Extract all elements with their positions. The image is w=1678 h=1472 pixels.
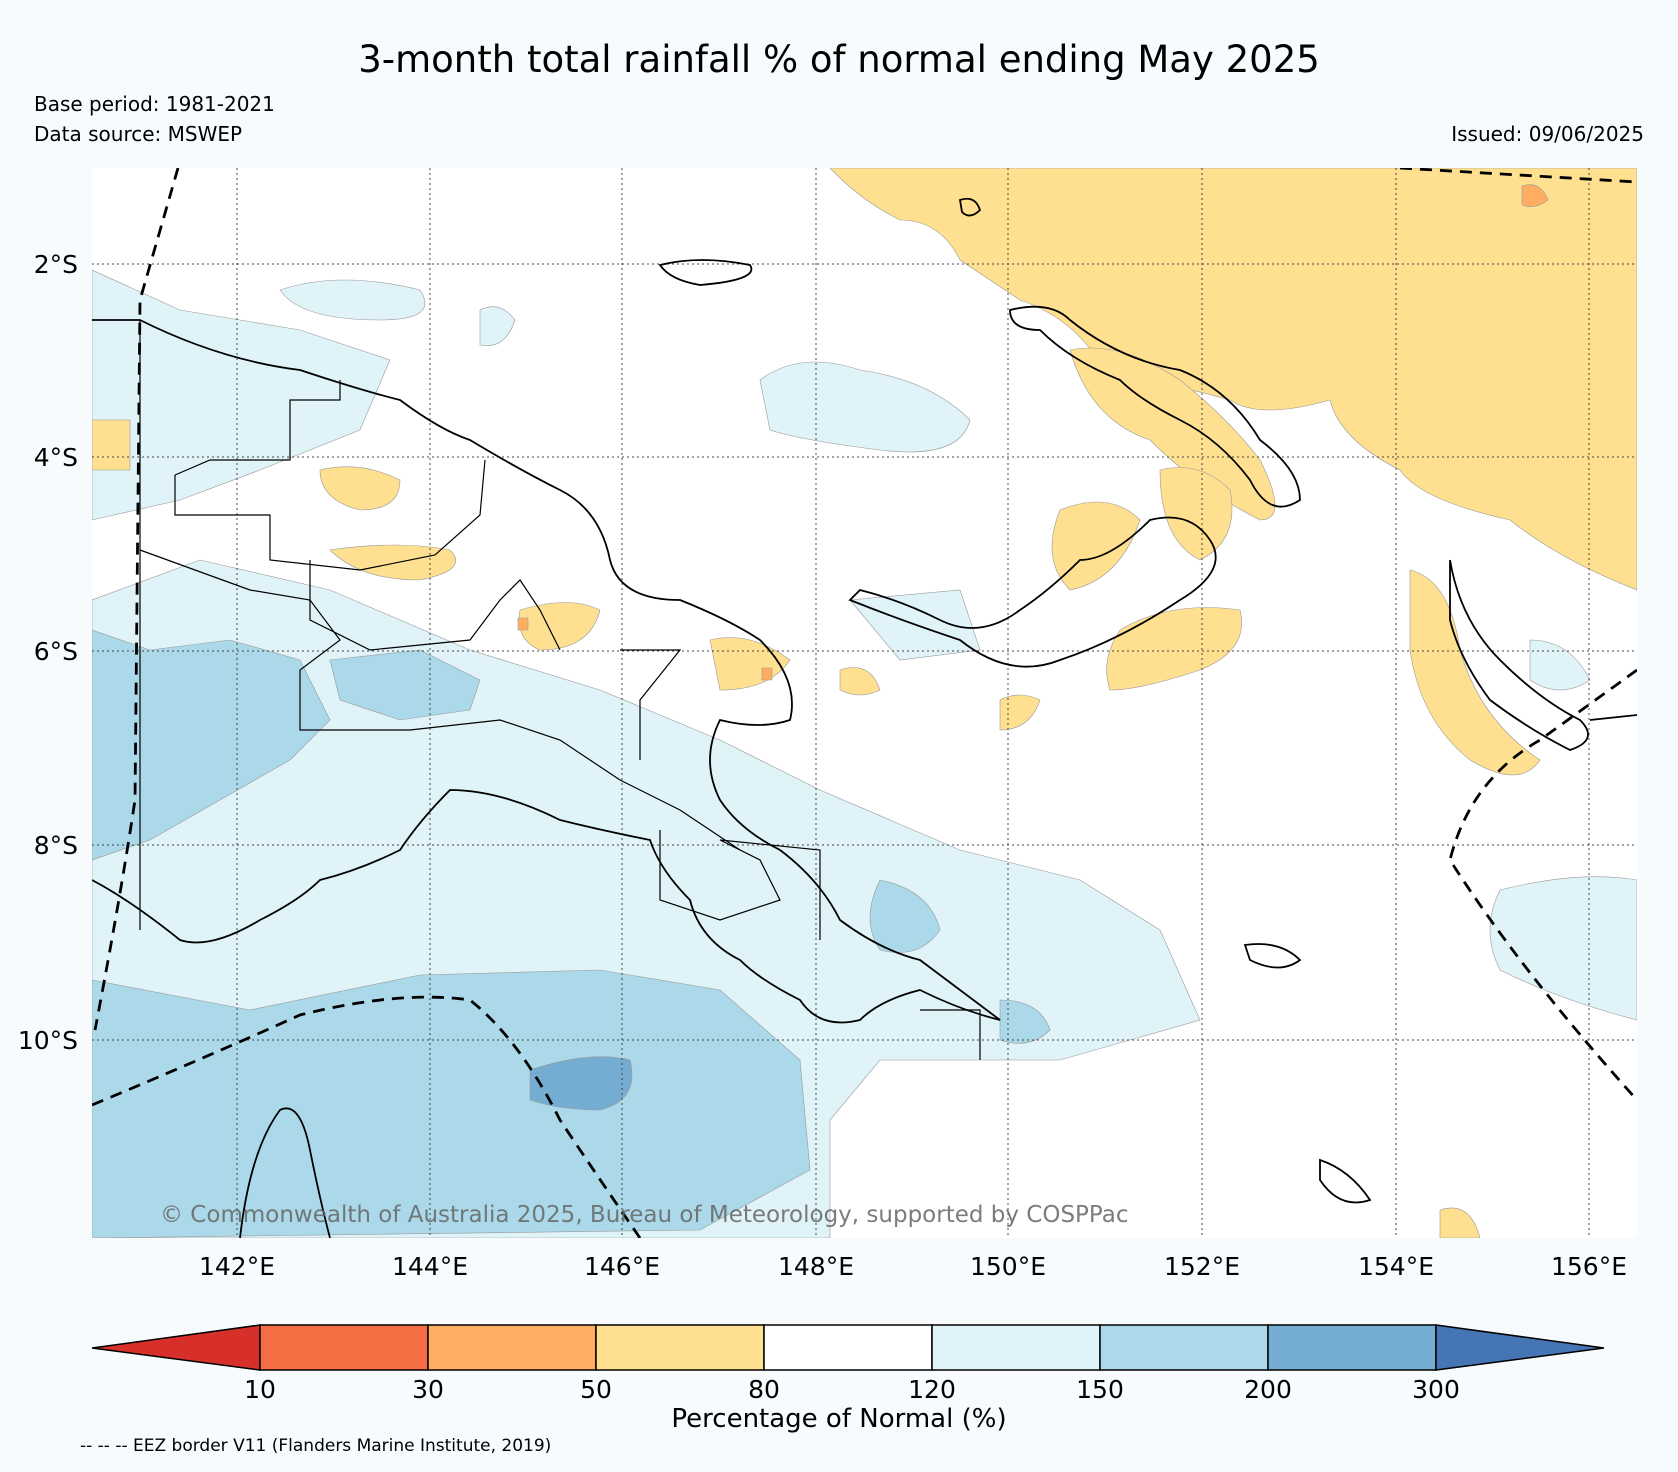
- province-borders: [139, 320, 981, 1060]
- colorbar-segment: [259, 1324, 429, 1371]
- rain-area-120-150: [279, 279, 426, 321]
- colorbar-tick: 200: [1244, 1375, 1292, 1404]
- colorbar-label: Percentage of Normal (%): [671, 1404, 1007, 1434]
- coastline: [92, 197, 1637, 1238]
- colorbar-tick: 10: [244, 1375, 276, 1404]
- rain-area-50-80: [1106, 607, 1242, 691]
- lon-label: 156°E: [1551, 1252, 1627, 1281]
- eez-border: [92, 168, 1637, 1238]
- lat-label: 10°S: [18, 1026, 78, 1055]
- lon-label: 150°E: [970, 1252, 1046, 1281]
- rain-area-50-80: [92, 419, 131, 471]
- rain-area-50-80: [839, 667, 881, 696]
- map-title: 3-month total rainfall % of normal endin…: [358, 38, 1320, 81]
- rain-area-30-50: [517, 617, 529, 631]
- base-period: Base period: 1981-2021: [34, 92, 275, 116]
- rain-area-50-80: [518, 602, 601, 651]
- lon-label: 144°E: [392, 1252, 468, 1281]
- rain-area-150-200: [92, 969, 811, 1238]
- rain-area-50-80: [1439, 1207, 1481, 1238]
- lon-label: 152°E: [1164, 1252, 1240, 1281]
- rain-area-50-80: [1051, 501, 1141, 591]
- colorbar-tick: 30: [412, 1375, 444, 1404]
- rain-area-120-150: [759, 361, 971, 453]
- lon-label: 148°E: [778, 1252, 854, 1281]
- rain-area-200-300: [529, 1056, 633, 1111]
- lon-label: 142°E: [199, 1252, 275, 1281]
- rain-area-150-200: [869, 879, 941, 953]
- colorbar-segment: [427, 1324, 597, 1371]
- lat-label: 8°S: [34, 831, 78, 860]
- rain-area-30-50: [1521, 184, 1549, 207]
- colorbar-tick: 150: [1076, 1375, 1124, 1404]
- colorbar: [91, 1324, 1605, 1371]
- rain-area-50-80: [329, 544, 456, 581]
- rain-area-120-150: [1529, 639, 1591, 691]
- rain-area-120-150: [1489, 876, 1637, 1021]
- rain-area-50-80: [999, 694, 1041, 731]
- colorbar-segment: [931, 1324, 1101, 1371]
- colorbar-ticks: 10 30 50 80 120 150 200 300: [244, 1375, 1460, 1404]
- rain-area-50-80: [1069, 347, 1276, 521]
- lon-label: 154°E: [1358, 1252, 1434, 1281]
- rain-area-150-200: [999, 999, 1051, 1044]
- data-source: Data source: MSWEP: [34, 122, 243, 146]
- graticule: [92, 168, 1637, 1238]
- rain-area-30-50: [761, 667, 773, 681]
- rain-area-50-80: [1159, 467, 1233, 561]
- issued-date: Issued: 09/06/2025: [1451, 122, 1644, 146]
- rain-area-50-80: [1409, 569, 1541, 776]
- lon-labels: 142°E 144°E 146°E 148°E 150°E 152°E 154°…: [199, 1252, 1627, 1281]
- lat-label: 2°S: [34, 250, 78, 279]
- copyright-notice: © Commonwealth of Australia 2025, Bureau…: [160, 1202, 1129, 1228]
- colorbar-segment: [1099, 1324, 1269, 1371]
- eez-note: -- -- -- EEZ border V11 (Flanders Marine…: [80, 1436, 552, 1456]
- colorbar-tick: 80: [748, 1375, 780, 1404]
- rain-area-120-150: [479, 306, 516, 347]
- colorbar-segment: [1435, 1324, 1605, 1371]
- colorbar-segment: [91, 1324, 261, 1371]
- lat-label: 4°S: [34, 443, 78, 472]
- colorbar-tick: 120: [908, 1375, 956, 1404]
- rain-area-150-200: [92, 629, 331, 861]
- colorbar-segment: [1267, 1324, 1437, 1371]
- lat-label: 6°S: [34, 637, 78, 666]
- rain-area-50-80: [829, 168, 1637, 591]
- rain-area-150-200: [329, 649, 481, 721]
- lon-label: 146°E: [584, 1252, 660, 1281]
- rain-area-50-80: [319, 466, 401, 511]
- colorbar-segment: [595, 1324, 765, 1371]
- colorbar-segment: [763, 1324, 933, 1371]
- colorbar-tick: 300: [1412, 1375, 1460, 1404]
- lat-labels: 2°S 4°S 6°S 8°S 10°S: [18, 250, 78, 1055]
- colorbar-tick: 50: [580, 1375, 612, 1404]
